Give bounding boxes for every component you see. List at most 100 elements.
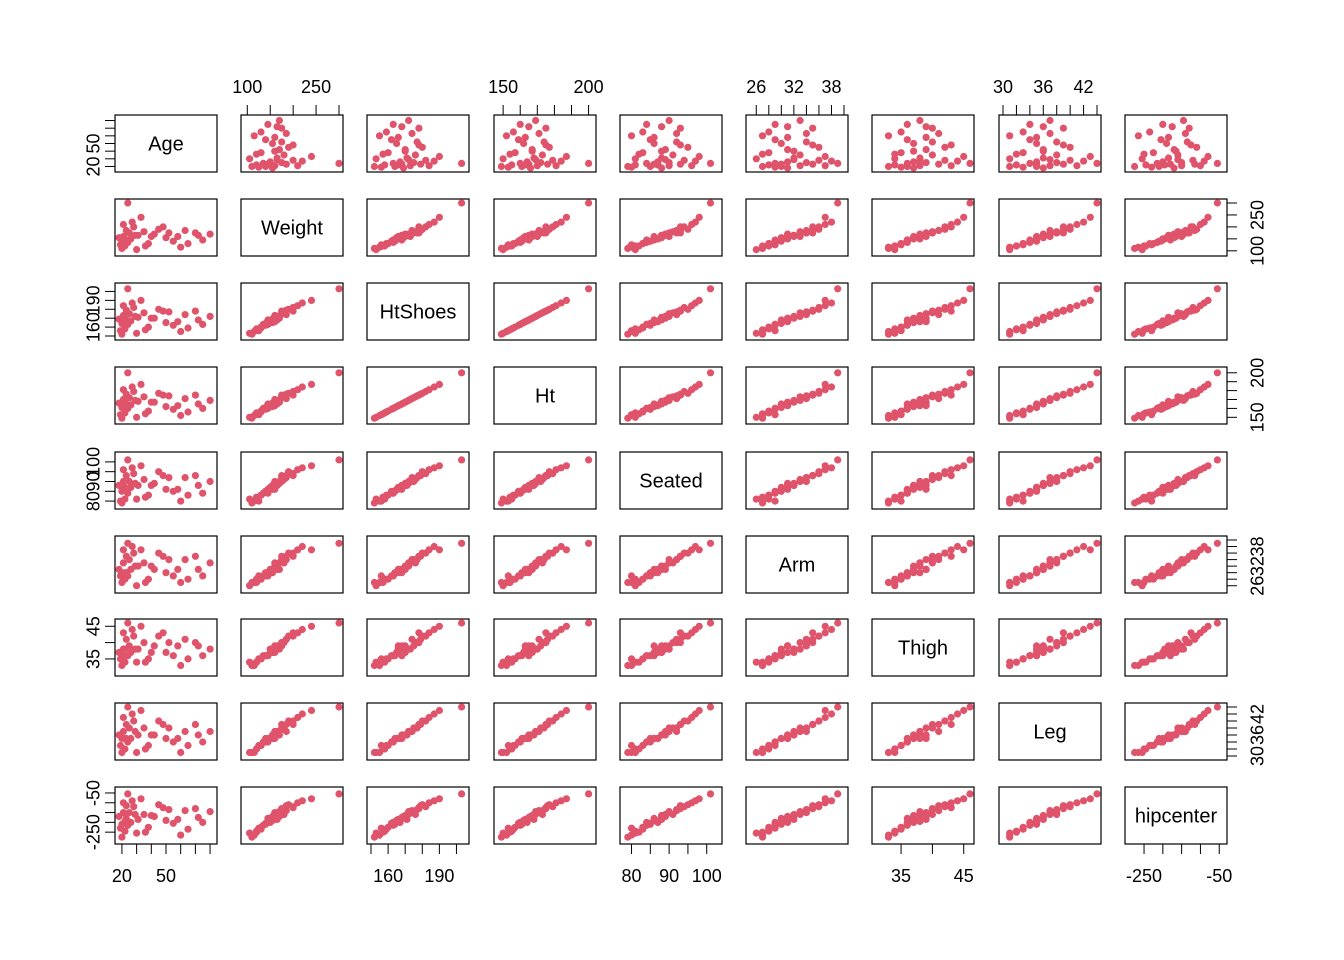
point-weight-thigh-30 [897, 240, 905, 248]
point-age-arm-37 [784, 133, 792, 141]
point-thigh-weight-33 [252, 658, 261, 666]
panel-leg-vs-hipcenter [1124, 702, 1228, 761]
point-htshoes-arm-27 [796, 312, 804, 320]
point-age-leg-22 [1006, 155, 1014, 163]
panel-frame [493, 451, 597, 510]
point-arm-leg-18 [1086, 546, 1094, 554]
point-age-leg-31 [1039, 164, 1047, 172]
point-htshoes-age-12 [181, 311, 189, 319]
point-arm-leg-35 [1026, 572, 1034, 580]
point-hipcenter-arm-34 [790, 810, 798, 819]
point-age-leg-14 [1026, 136, 1034, 144]
point-age-thigh-19 [966, 159, 974, 167]
point-age-ht-6 [538, 151, 547, 159]
point-hipcenter-arm-27 [796, 808, 804, 816]
x-tick-label-arm: 26 [746, 77, 766, 97]
point-seated-age-8 [130, 470, 138, 478]
point-seated-thigh-18 [960, 462, 968, 470]
point-htshoes-age-36 [119, 302, 127, 310]
point-leg-weight-19 [335, 703, 343, 711]
point-weight-hipcenter-32 [1183, 229, 1191, 237]
point-htshoes-arm-19 [834, 285, 842, 293]
point-thigh-age-32 [165, 639, 173, 647]
point-hipcenter-weight-18 [307, 795, 316, 803]
point-thigh-ht-12 [535, 635, 543, 643]
point-htshoes-arm-29 [809, 306, 817, 314]
point-htshoes-hipcenter-18 [1204, 296, 1212, 304]
point-arm-seated-4 [627, 572, 636, 580]
point-thigh-hipcenter-34 [1174, 645, 1182, 653]
panel-frame [619, 451, 723, 510]
point-seated-age-30 [184, 491, 192, 499]
point-arm-leg-37 [1033, 565, 1041, 574]
point-htshoes-leg-36 [1073, 302, 1081, 310]
point-ht-age-34 [131, 396, 139, 404]
point-age-leg-33 [1012, 150, 1021, 158]
point-ht-arm-17 [827, 383, 836, 391]
point-weight-thigh-31 [910, 234, 918, 242]
point-thigh-arm-33 [758, 658, 767, 666]
panel-hipcenter-vs-hipcenter: hipcenter [1124, 786, 1228, 845]
point-ht-weight-19 [335, 369, 343, 377]
point-thigh-age-36 [119, 629, 127, 637]
point-htshoes-arm-33 [758, 326, 767, 334]
point-arm-hipcenter-34 [1174, 562, 1182, 570]
point-seated-hipcenter-34 [1174, 479, 1182, 487]
point-leg-thigh-31 [910, 731, 918, 739]
point-age-ht-13 [542, 124, 550, 132]
point-seated-weight-19 [335, 456, 343, 464]
point-hipcenter-leg-33 [1012, 828, 1021, 836]
point-hipcenter-seated-19 [706, 790, 715, 798]
point-age-arm-35 [771, 120, 779, 128]
panel-frame [998, 535, 1102, 594]
point-age-leg-5 [1039, 154, 1047, 162]
point-weight-age-12 [181, 226, 189, 235]
point-htshoes-age-20 [177, 327, 185, 336]
point-hipcenter-thigh-15 [941, 801, 949, 809]
point-hipcenter-age-33 [141, 828, 149, 836]
point-age-seated-32 [673, 138, 681, 146]
point-leg-seated-37 [650, 734, 658, 743]
point-age-ht-28 [518, 162, 526, 171]
point-htshoes-ht-19 [585, 285, 593, 293]
y-axis-thigh: 35 45 [83, 616, 116, 669]
point-arm-ht-33 [506, 578, 514, 587]
point-age-leg-20 [1006, 132, 1014, 140]
panel-frame [998, 618, 1102, 677]
panel-htshoes-vs-seated [619, 282, 723, 341]
panel-frame [366, 198, 470, 257]
point-age-leg-30 [1019, 128, 1027, 136]
point-ht-age-37 [174, 402, 182, 410]
point-age-hipcenter-20 [1134, 132, 1142, 140]
point-hipcenter-ht-19 [585, 790, 593, 798]
panel-htshoes-vs-htshoes: HtShoes [366, 282, 470, 341]
point-leg-hipcenter-29 [1191, 720, 1199, 729]
point-thigh-age-12 [181, 635, 189, 643]
point-thigh-seated-36 [688, 629, 696, 637]
point-age-leg-32 [1053, 138, 1061, 146]
point-hipcenter-arm-19 [834, 790, 842, 798]
point-arm-weight-35 [264, 572, 272, 580]
point-weight-arm-37 [784, 232, 792, 241]
point-htshoes-leg-15 [1066, 305, 1074, 313]
point-seated-hipcenter-33 [1140, 493, 1148, 501]
point-arm-ht-36 [552, 546, 560, 554]
point-arm-thigh-18 [960, 546, 968, 554]
point-leg-arm-19 [834, 703, 842, 711]
point-age-seated-31 [658, 164, 666, 172]
point-age-ht-29 [544, 160, 552, 168]
point-leg-age-35 [199, 738, 207, 746]
point-ht-weight-32 [278, 392, 286, 400]
point-arm-htshoes-4 [377, 572, 385, 580]
point-leg-arm-27 [796, 727, 804, 736]
point-leg-thigh-26 [947, 720, 955, 729]
panel-age-vs-hipcenter [1124, 114, 1228, 173]
point-thigh-hipcenter-26 [1187, 629, 1195, 637]
point-age-leg-11 [1033, 139, 1041, 148]
panel-hipcenter-vs-thigh [871, 786, 975, 845]
point-arm-age-37 [174, 565, 182, 574]
point-seated-age-17 [128, 464, 136, 472]
point-thigh-age-27 [206, 645, 214, 653]
